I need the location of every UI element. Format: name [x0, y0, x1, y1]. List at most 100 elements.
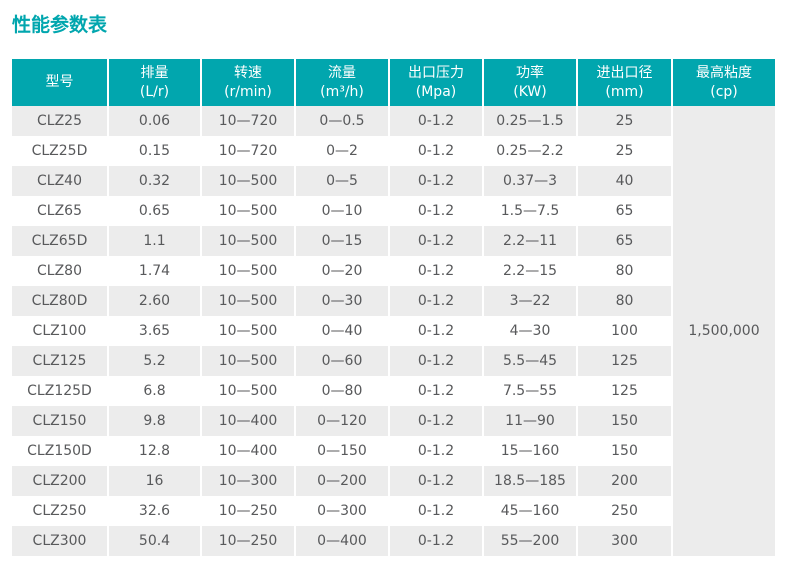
cell-power: 4—30	[484, 316, 578, 346]
column-header-label: 排量	[140, 64, 169, 81]
performance-table: 型号 排量 (L/r) 转速 (r/min) 流量 (m³/h) 出口压力 (Mpa) 功率 (KW…	[12, 59, 775, 556]
cell-power: 2.2—15	[484, 256, 578, 286]
column-header-label: 最高粘度	[696, 64, 752, 81]
cell-port-diameter: 125	[578, 376, 673, 406]
cell-outlet-pressure: 0-1.2	[390, 436, 484, 466]
cell-outlet-pressure: 0-1.2	[390, 466, 484, 496]
cell-displacement: 12.8	[109, 436, 202, 466]
cell-port-diameter: 150	[578, 406, 673, 436]
cell-speed: 10—500	[202, 316, 296, 346]
cell-model: CLZ125	[12, 346, 109, 376]
cell-port-diameter: 125	[578, 346, 673, 376]
cell-outlet-pressure: 0-1.2	[390, 376, 484, 406]
column-header-label: 功率	[516, 64, 544, 81]
cell-speed: 10—250	[202, 526, 296, 556]
cell-speed: 10—500	[202, 256, 296, 286]
table-row: CLZ250 32.6 10—250 0—300 0-1.2 45—160 250	[12, 496, 775, 526]
cell-displacement: 3.65	[109, 316, 202, 346]
cell-port-diameter: 100	[578, 316, 673, 346]
cell-model: CLZ80	[12, 256, 109, 286]
cell-flow: 0—400	[296, 526, 390, 556]
cell-speed: 10—250	[202, 496, 296, 526]
column-header-unit: (Mpa)	[415, 83, 457, 100]
table-row: CLZ200 16 10—300 0—200 0-1.2 18.5—185 200	[12, 466, 775, 496]
cell-outlet-pressure: 0-1.2	[390, 286, 484, 316]
cell-port-diameter: 250	[578, 496, 673, 526]
column-header-label: 进出口径	[596, 64, 653, 81]
cell-flow: 0—30	[296, 286, 390, 316]
cell-speed: 10—720	[202, 106, 296, 136]
cell-speed: 10—400	[202, 406, 296, 436]
cell-displacement: 9.8	[109, 406, 202, 436]
cell-power: 5.5—45	[484, 346, 578, 376]
cell-port-diameter: 65	[578, 196, 673, 226]
cell-displacement: 1.1	[109, 226, 202, 256]
cell-displacement: 0.15	[109, 136, 202, 166]
column-header-label: 流量	[328, 64, 356, 81]
cell-power: 0.37—3	[484, 166, 578, 196]
table-row: CLZ150D 12.8 10—400 0—150 0-1.2 15—160 150	[12, 436, 775, 466]
cell-outlet-pressure: 0-1.2	[390, 136, 484, 166]
column-header-max-viscosity: 最高粘度 (cp)	[673, 59, 775, 106]
cell-flow: 0—10	[296, 196, 390, 226]
cell-displacement: 5.2	[109, 346, 202, 376]
table-row: CLZ65 0.65 10—500 0—10 0-1.2 1.5—7.5 65	[12, 196, 775, 226]
cell-speed: 10—500	[202, 166, 296, 196]
cell-port-diameter: 80	[578, 286, 673, 316]
table-header-row: 型号 排量 (L/r) 转速 (r/min) 流量 (m³/h) 出口压力 (Mpa) 功率 (KW…	[12, 59, 775, 106]
cell-outlet-pressure: 0-1.2	[390, 196, 484, 226]
column-header-model: 型号	[12, 59, 109, 106]
column-header-label: 出口压力	[408, 64, 464, 81]
cell-flow: 0—5	[296, 166, 390, 196]
cell-model: CLZ250	[12, 496, 109, 526]
cell-power: 45—160	[484, 496, 578, 526]
cell-model: CLZ25D	[12, 136, 109, 166]
cell-power: 0.25—2.2	[484, 136, 578, 166]
cell-flow: 0—150	[296, 436, 390, 466]
cell-max-viscosity-merged: 1,500,000	[673, 106, 775, 556]
cell-power: 55—200	[484, 526, 578, 556]
cell-power: 18.5—185	[484, 466, 578, 496]
cell-power: 1.5—7.5	[484, 196, 578, 226]
cell-outlet-pressure: 0-1.2	[390, 256, 484, 286]
cell-flow: 0—60	[296, 346, 390, 376]
cell-outlet-pressure: 0-1.2	[390, 106, 484, 136]
cell-outlet-pressure: 0-1.2	[390, 316, 484, 346]
cell-power: 3—22	[484, 286, 578, 316]
table-row: CLZ80D 2.60 10—500 0—30 0-1.2 3—22 80	[12, 286, 775, 316]
cell-displacement: 2.60	[109, 286, 202, 316]
cell-model: CLZ100	[12, 316, 109, 346]
cell-displacement: 0.65	[109, 196, 202, 226]
cell-outlet-pressure: 0-1.2	[390, 166, 484, 196]
column-header-unit: (m³/h)	[320, 83, 364, 100]
table-row: CLZ125 5.2 10—500 0—60 0-1.2 5.5—45 125	[12, 346, 775, 376]
cell-model: CLZ65	[12, 196, 109, 226]
table-header: 型号 排量 (L/r) 转速 (r/min) 流量 (m³/h) 出口压力 (Mpa) 功率 (KW…	[12, 59, 775, 106]
cell-flow: 0—20	[296, 256, 390, 286]
cell-port-diameter: 200	[578, 466, 673, 496]
column-header-unit: (cp)	[710, 83, 738, 100]
cell-speed: 10—300	[202, 466, 296, 496]
column-header-outlet-pressure: 出口压力 (Mpa)	[390, 59, 484, 106]
cell-flow: 0—200	[296, 466, 390, 496]
cell-displacement: 16	[109, 466, 202, 496]
cell-outlet-pressure: 0-1.2	[390, 406, 484, 436]
cell-model: CLZ150	[12, 406, 109, 436]
cell-outlet-pressure: 0-1.2	[390, 496, 484, 526]
column-header-speed: 转速 (r/min)	[202, 59, 296, 106]
column-header-port-diameter: 进出口径 (mm)	[578, 59, 673, 106]
cell-power: 11—90	[484, 406, 578, 436]
cell-flow: 0—40	[296, 316, 390, 346]
cell-speed: 10—500	[202, 196, 296, 226]
cell-port-diameter: 150	[578, 436, 673, 466]
cell-power: 7.5—55	[484, 376, 578, 406]
table-row: CLZ150 9.8 10—400 0—120 0-1.2 11—90 150	[12, 406, 775, 436]
cell-port-diameter: 25	[578, 106, 673, 136]
cell-outlet-pressure: 0-1.2	[390, 346, 484, 376]
cell-model: CLZ300	[12, 526, 109, 556]
column-header-label: 转速	[234, 64, 262, 81]
cell-speed: 10—500	[202, 346, 296, 376]
cell-power: 0.25—1.5	[484, 106, 578, 136]
cell-flow: 0—2	[296, 136, 390, 166]
cell-model: CLZ80D	[12, 286, 109, 316]
